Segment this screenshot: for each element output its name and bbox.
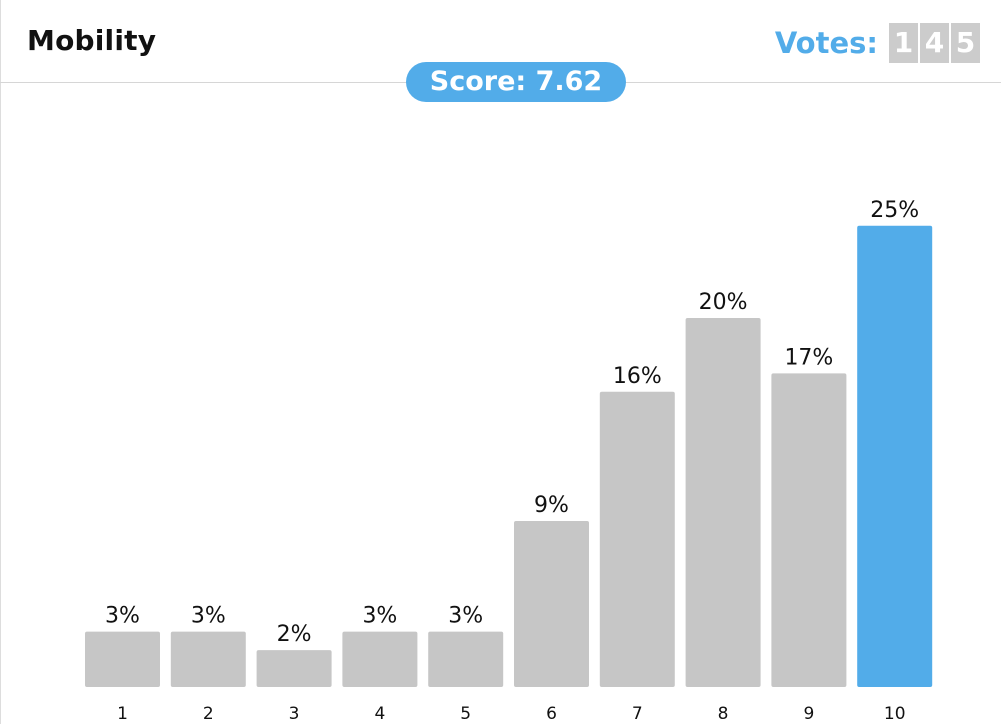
bar-1 — [85, 631, 160, 687]
score-badge: Score: 7.62 — [406, 62, 626, 102]
bar-value-label: 16% — [613, 364, 662, 389]
widget-header: Mobility Votes: 1 4 5 — [0, 0, 1001, 83]
votes-digit: 5 — [951, 23, 980, 63]
x-tick-label: 9 — [803, 704, 814, 724]
bar-10 — [857, 225, 933, 687]
x-tick-label: 8 — [718, 704, 729, 724]
x-tick-label: 3 — [289, 704, 300, 724]
bar-value-label: 20% — [699, 290, 748, 315]
x-tick-label: 6 — [546, 704, 557, 724]
x-tick-label: 5 — [460, 704, 471, 724]
bar-5 — [428, 631, 504, 687]
votes-label: Votes: — [774, 26, 878, 60]
bar-4 — [342, 631, 418, 687]
x-tick-label: 4 — [374, 704, 385, 724]
bar-value-label: 3% — [362, 604, 397, 629]
bar-value-label: 9% — [534, 493, 569, 518]
x-tick-label: 2 — [203, 704, 214, 724]
x-tick-label: 10 — [884, 704, 906, 724]
votes-counter: Votes: 1 4 5 — [775, 23, 980, 63]
bar-value-label: 2% — [277, 622, 312, 647]
x-tick-label: 7 — [632, 704, 643, 724]
bar-2 — [170, 631, 246, 687]
x-tick-label: 1 — [117, 704, 128, 724]
bar-6 — [514, 520, 589, 687]
bar-3 — [256, 650, 332, 687]
bar-value-label: 3% — [105, 604, 140, 629]
bar-value-label: 3% — [191, 604, 226, 629]
bar-value-label: 25% — [870, 198, 919, 223]
bar-value-label: 17% — [784, 345, 833, 370]
bar-value-label: 3% — [448, 604, 483, 629]
votes-digit: 4 — [920, 23, 949, 63]
bar-8 — [685, 318, 761, 687]
bar-9 — [771, 373, 847, 687]
votes-digit: 1 — [889, 23, 918, 63]
bar-7 — [599, 391, 675, 687]
page-title: Mobility — [27, 24, 157, 57]
